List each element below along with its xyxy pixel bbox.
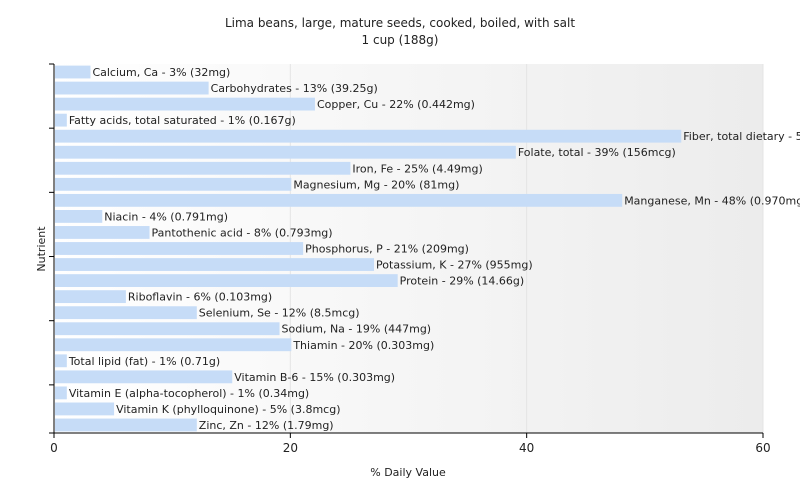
bar [55, 81, 209, 95]
bar-label: Folate, total - 39% (156mcg) [518, 146, 676, 159]
bar [55, 177, 292, 191]
bar [55, 338, 292, 352]
bar-label: Copper, Cu - 22% (0.442mg) [317, 98, 475, 111]
bar-label: Iron, Fe - 25% (4.49mg) [352, 162, 482, 175]
bar [55, 354, 67, 368]
bar [55, 258, 375, 271]
bar-label: Carbohydrates - 13% (39.25g) [211, 82, 378, 95]
bar [55, 113, 67, 127]
bar [55, 145, 516, 159]
bar [55, 274, 398, 288]
bar [55, 242, 304, 255]
bar-label: Phosphorus, P - 21% (209mg) [305, 243, 469, 256]
bar-label: Fiber, total dietary - 53% (13.2g) [683, 130, 800, 143]
bar [55, 161, 351, 175]
bar-label: Total lipid (fat) - 1% (0.71g) [68, 355, 220, 368]
bar [55, 226, 150, 239]
chart-title: Lima beans, large, mature seeds, cooked,… [224, 16, 576, 30]
y-axis-title: Nutrient [35, 226, 48, 272]
bar [55, 97, 315, 111]
bar [55, 290, 126, 304]
bar-label: Protein - 29% (14.66g) [400, 275, 525, 288]
bar [55, 65, 91, 79]
bar [55, 322, 280, 336]
bar-label: Manganese, Mn - 48% (0.970mg) [624, 194, 800, 207]
x-tick-label: 0 [50, 441, 58, 455]
bar [55, 209, 103, 223]
bar-label: Selenium, Se - 12% (8.5mcg) [199, 307, 360, 320]
bar [55, 129, 682, 143]
bar [55, 306, 197, 320]
bar-label: Vitamin K (phylloquinone) - 5% (3.8mcg) [116, 403, 340, 416]
x-tick-label: 20 [283, 441, 298, 455]
bar-label: Vitamin E (alpha-tocopherol) - 1% (0.34m… [69, 387, 309, 400]
bar-label: Pantothenic acid - 8% (0.793mg) [152, 226, 333, 239]
bar [55, 386, 67, 400]
bar [55, 193, 623, 207]
bar-label: Magnesium, Mg - 20% (81mg) [293, 178, 459, 191]
bar-label: Sodium, Na - 19% (447mg) [282, 323, 432, 336]
bar-label: Potassium, K - 27% (955mg) [376, 259, 533, 272]
x-tick-label: 60 [755, 441, 770, 455]
bar-label: Riboflavin - 6% (0.103mg) [128, 291, 272, 304]
x-axis-title: % Daily Value [370, 466, 446, 479]
bar-label: Thiamin - 20% (0.303mg) [292, 339, 434, 352]
bar [55, 402, 115, 416]
bar-label: Vitamin B-6 - 15% (0.303mg) [234, 371, 395, 384]
chart-subtitle: 1 cup (188g) [361, 33, 439, 47]
bar [55, 418, 197, 432]
bar-label: Fatty acids, total saturated - 1% (0.167… [69, 114, 296, 127]
bar-label: Calcium, Ca - 3% (32mg) [92, 66, 230, 79]
bar-label: Niacin - 4% (0.791mg) [104, 210, 228, 223]
bar-label: Zinc, Zn - 12% (1.79mg) [199, 419, 334, 432]
bar [55, 370, 233, 384]
x-tick-label: 40 [519, 441, 534, 455]
